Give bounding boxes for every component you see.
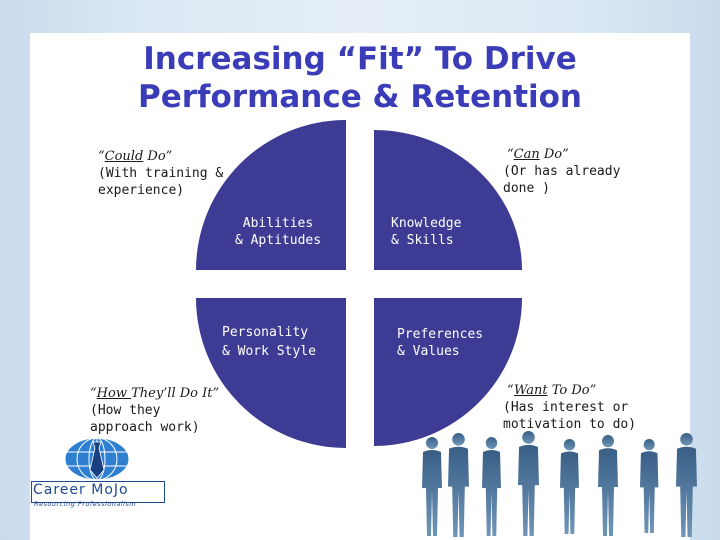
heading-emphasis: Could [104,149,144,164]
slide-title: Increasing “Fit” To Drive Performance & … [0,40,720,116]
heading-rest: Do” [143,149,173,164]
quadrant-label-preferences: Preferences & Values [397,326,483,360]
quadrant-label-abilities: Abilities & Aptitudes [230,215,326,249]
quadrant-label-line: Abilities [242,216,314,231]
corner-can-do: “Can Do” (Or has already done ) [503,146,620,197]
heading-emphasis: Can [513,147,540,162]
quadrant-label-line: Personality [222,325,309,340]
quadrant-label-line: Knowledge [391,216,462,231]
corner-heading: “Want To Do” [503,382,636,399]
corner-subtext: (Has interest or [503,400,629,415]
quadrant-label-line: & Work Style [222,344,316,359]
corner-heading: “How They’ll Do It” [90,385,219,402]
quadrant-label-knowledge: Knowledge & Skills [391,215,461,249]
business-people-illustration [422,431,697,537]
corner-subtext: (Or has already [503,164,621,179]
corner-want: “Want To Do” (Has interest or motivation… [503,382,636,433]
quadrant-label-personality: Personality & Work Style [222,323,316,361]
corner-subtext: (With training & [98,166,224,181]
logo-tagline: Resourcing Professionalism [34,500,137,508]
quadrant-label-line: & Skills [391,233,454,248]
corner-subtext: (How they [90,403,161,418]
corner-heading: “Could Do” [98,148,223,165]
logo-name: Career MoJo [33,482,129,498]
slide-background [30,33,690,540]
corner-heading: “Can Do” [503,146,620,163]
corner-how: “How They’ll Do It” (How they approach w… [90,385,219,436]
corner-could-do: “Could Do” (With training & experience) [98,148,223,199]
quadrant-top-right [374,130,522,270]
title-line-1: Increasing “Fit” To Drive [143,41,577,77]
corner-subtext: experience) [98,183,185,198]
quadrant-top-left [196,120,346,270]
quote-mark: “ [507,383,515,398]
career-mojo-globe-icon [64,437,130,481]
heading-rest: They’ll Do It” [131,386,220,401]
corner-subtext: motivation to do) [503,417,637,432]
quadrant-bottom-right [374,298,522,446]
quadrant-label-line: & Aptitudes [234,233,322,248]
heading-rest: To Do” [547,383,597,398]
quadrant-label-line: Preferences [397,327,484,342]
quote-mark: “ [90,386,97,401]
heading-emphasis: How [96,386,132,401]
title-line-2: Performance & Retention [137,79,583,115]
quote-mark: “ [507,147,514,162]
heading-emphasis: Want [514,383,548,398]
heading-rest: Do” [539,147,569,162]
logo-frame [31,481,165,503]
quadrant-bottom-left [196,298,346,448]
quadrant-label-line: & Values [397,344,460,359]
corner-subtext: done ) [503,181,550,196]
quote-mark: “ [98,149,105,164]
corner-subtext: approach work) [90,420,200,435]
